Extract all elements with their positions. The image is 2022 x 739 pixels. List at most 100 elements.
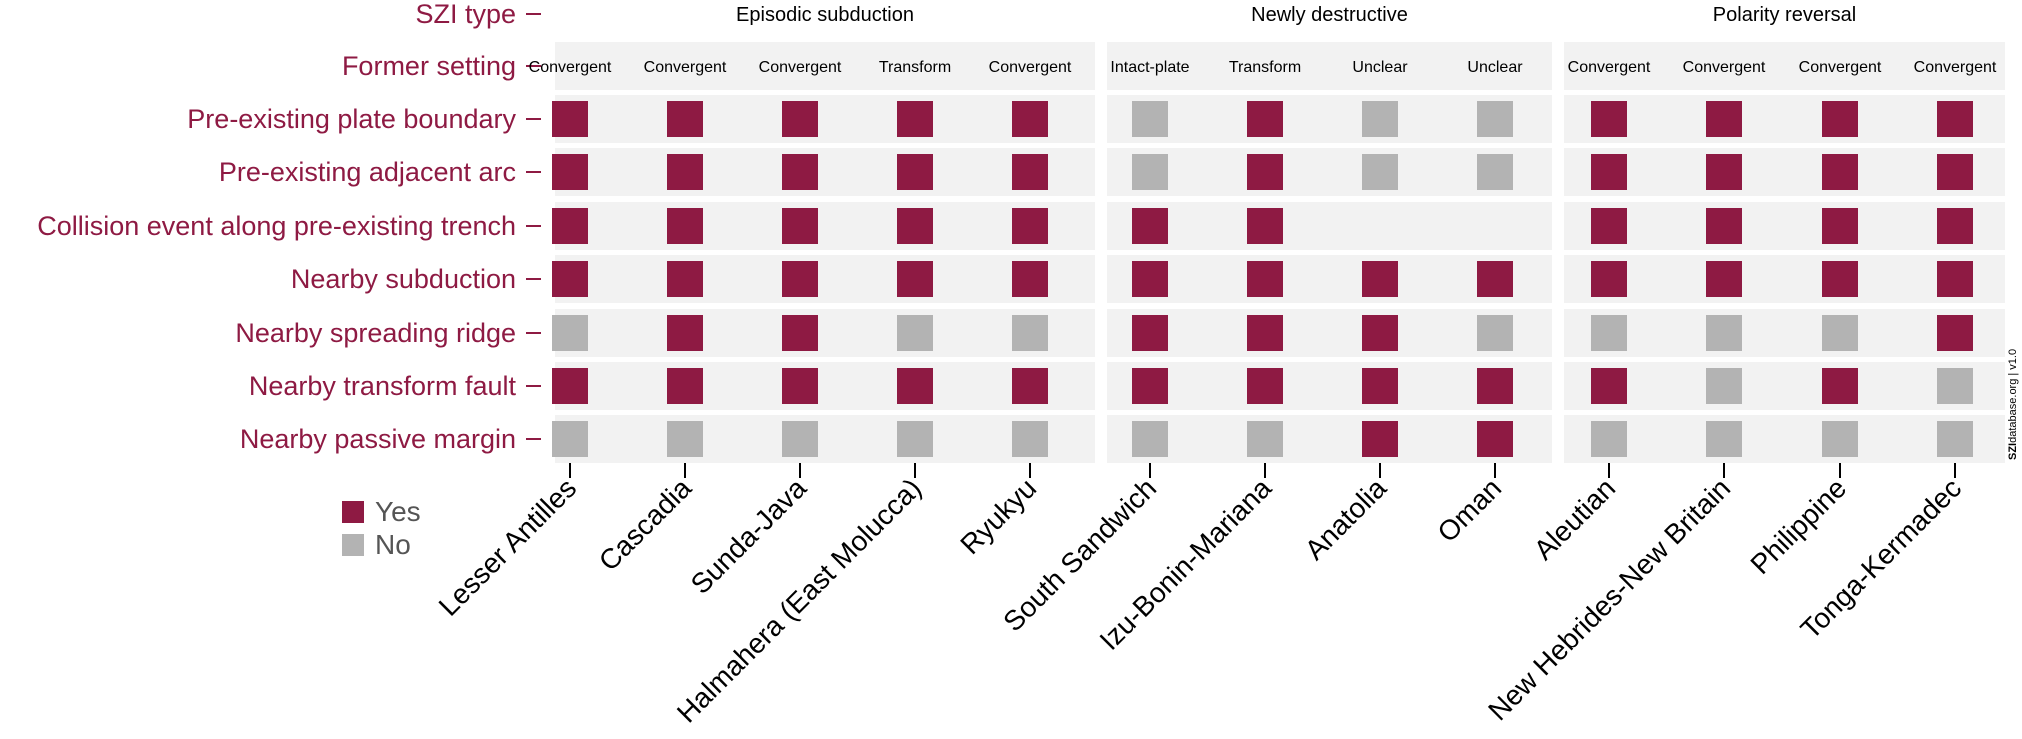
cell-yes <box>667 368 703 404</box>
former-setting-label: Transform <box>1229 59 1301 76</box>
cell-yes <box>1012 368 1048 404</box>
cell-yes <box>782 101 818 137</box>
panel-strip <box>1564 415 2005 463</box>
former-setting-label: Convergent <box>1799 59 1882 76</box>
cell-no <box>1706 368 1742 404</box>
credit-bold: SZI <box>2007 443 2019 460</box>
legend-label-yes: Yes <box>375 496 421 527</box>
panel-strip <box>1564 255 2005 303</box>
cell-yes <box>1822 154 1858 190</box>
cell-yes <box>1822 368 1858 404</box>
cell-yes <box>1477 421 1513 457</box>
cell-yes <box>1591 208 1627 244</box>
cell-yes <box>552 208 588 244</box>
cell-no <box>1937 368 1973 404</box>
cell-yes <box>1591 101 1627 137</box>
cell-yes <box>667 315 703 351</box>
cell-yes <box>1247 101 1283 137</box>
cell-yes <box>1706 208 1742 244</box>
cell-yes <box>782 261 818 297</box>
zone-label: Anatolia <box>1299 472 1393 566</box>
panel-strip <box>1564 202 2005 250</box>
cell-no <box>667 421 703 457</box>
cell-no <box>1012 315 1048 351</box>
group-title: Polarity reversal <box>1713 4 1856 26</box>
cell-yes <box>552 261 588 297</box>
former-setting-label: Unclear <box>1352 59 1408 76</box>
group-title: Episodic subduction <box>736 4 914 26</box>
cell-yes <box>1937 261 1973 297</box>
cell-yes <box>1362 421 1398 457</box>
cell-yes <box>897 154 933 190</box>
cell-yes <box>1012 154 1048 190</box>
cell-yes <box>1937 208 1973 244</box>
panel-strip <box>1564 42 2005 90</box>
cell-yes <box>667 154 703 190</box>
former-setting-label: Unclear <box>1467 59 1523 76</box>
row-label: SZI type <box>415 0 516 29</box>
cell-yes <box>1706 101 1742 137</box>
panel-strip <box>555 42 1095 90</box>
cell-yes <box>1247 368 1283 404</box>
cell-yes <box>782 368 818 404</box>
cell-yes <box>1132 208 1168 244</box>
cell-yes <box>552 101 588 137</box>
cell-yes <box>552 154 588 190</box>
zone-label: Cascadia <box>593 472 698 577</box>
cell-yes <box>1477 261 1513 297</box>
former-setting-label: Convergent <box>1568 59 1651 76</box>
cell-no <box>1132 154 1168 190</box>
panel-strip <box>1564 309 2005 357</box>
zone-label: Lesser Antilles <box>433 472 583 622</box>
cell-yes <box>1362 368 1398 404</box>
cell-yes <box>1247 261 1283 297</box>
cell-yes <box>1477 368 1513 404</box>
panel-strip <box>555 95 1095 143</box>
cell-yes <box>1132 368 1168 404</box>
former-setting-label: Convergent <box>644 59 727 76</box>
cell-no <box>1477 315 1513 351</box>
cell-yes <box>1937 154 1973 190</box>
former-setting-label: Convergent <box>989 59 1072 76</box>
row-label: Collision event along pre-existing trenc… <box>37 211 516 241</box>
former-setting-label: Convergent <box>1683 59 1766 76</box>
panel-strip <box>1564 95 2005 143</box>
former-setting-label: Intact-plate <box>1110 59 1189 76</box>
zone-label: Philippine <box>1744 472 1852 580</box>
zone-label: New Hebrides-New Britain <box>1482 472 1736 726</box>
cell-no <box>1591 315 1627 351</box>
group-title: Newly destructive <box>1251 4 1408 26</box>
group-headers: Episodic subduction Convergent Convergent C… <box>529 4 1997 76</box>
cells-layer <box>552 101 1973 457</box>
cell-no <box>1362 154 1398 190</box>
cell-yes <box>897 101 933 137</box>
cell-no <box>552 315 588 351</box>
zone-label: Ryukyu <box>954 472 1042 560</box>
cell-yes <box>1591 154 1627 190</box>
cell-yes <box>667 261 703 297</box>
cell-yes <box>782 315 818 351</box>
cell-yes <box>1937 315 1973 351</box>
cell-yes <box>1591 261 1627 297</box>
cell-no <box>1706 421 1742 457</box>
legend-swatch-no <box>342 534 364 556</box>
zone-label: Aleutian <box>1528 472 1621 565</box>
cell-no <box>1132 101 1168 137</box>
cell-no <box>1591 421 1627 457</box>
legend-label-no: No <box>375 529 411 560</box>
cell-no <box>897 421 933 457</box>
row-label: Nearby spreading ridge <box>235 318 516 348</box>
row-label: Nearby subduction <box>291 264 516 294</box>
former-setting-label: Convergent <box>529 59 612 76</box>
panel-strip <box>555 202 1095 250</box>
cell-no <box>1822 315 1858 351</box>
panel-strip <box>555 362 1095 410</box>
cell-yes <box>897 368 933 404</box>
cell-no <box>1132 421 1168 457</box>
row-label: Nearby passive margin <box>240 424 516 454</box>
cell-yes <box>1247 154 1283 190</box>
zone-label: Oman <box>1431 472 1507 548</box>
cell-yes <box>1362 261 1398 297</box>
cell-no <box>1477 154 1513 190</box>
